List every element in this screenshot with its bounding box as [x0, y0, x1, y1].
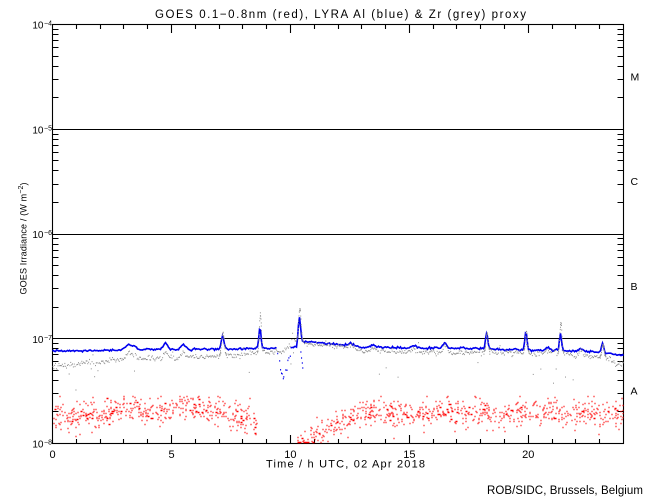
svg-text:A: A	[631, 386, 638, 398]
svg-text:−6: −6	[44, 230, 52, 237]
svg-text:B: B	[631, 281, 638, 293]
svg-text:10: 10	[32, 230, 44, 241]
svg-text:20: 20	[522, 449, 534, 461]
svg-text:GOES 0.1−0.8nm (red), LYRA Al: GOES 0.1−0.8nm (red), LYRA Al (blue) & Z…	[155, 9, 526, 21]
svg-text:Time / h UTC, 02 Apr 2018: Time / h UTC, 02 Apr 2018	[266, 459, 425, 471]
svg-text:−5: −5	[44, 125, 52, 132]
svg-text:5: 5	[168, 449, 174, 461]
svg-text:C: C	[631, 176, 639, 188]
svg-text:10: 10	[284, 449, 296, 461]
svg-text:10: 10	[32, 21, 44, 32]
svg-text:0: 0	[49, 449, 55, 461]
svg-text:10: 10	[32, 440, 44, 451]
svg-text:M: M	[631, 71, 640, 83]
svg-text:10: 10	[32, 335, 44, 346]
svg-text:GOES Irradiance / (W m−2): GOES Irradiance / (W m−2)	[18, 183, 29, 295]
svg-text:15: 15	[403, 449, 415, 461]
svg-text:−4: −4	[44, 21, 52, 28]
svg-text:10: 10	[32, 125, 44, 136]
svg-text:ROB/SIDC, Brussels, Belgium: ROB/SIDC, Brussels, Belgium	[487, 485, 643, 497]
svg-text:−8: −8	[44, 440, 52, 447]
svg-text:−7: −7	[44, 335, 52, 342]
